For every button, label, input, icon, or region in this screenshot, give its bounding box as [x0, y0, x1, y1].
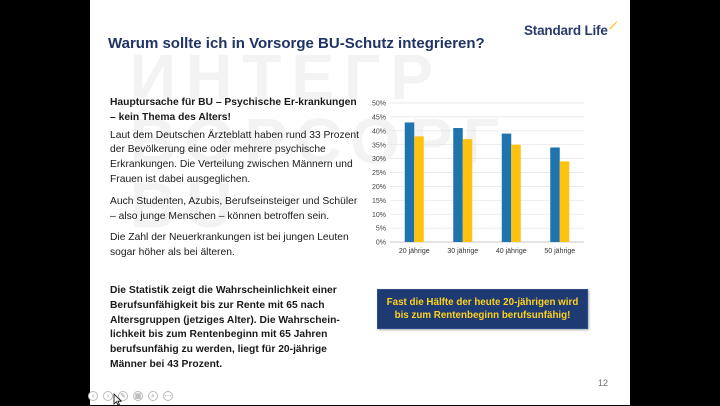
- y-tick-label: 30%: [372, 156, 386, 163]
- callout-text: Fast die Hälfte der heute 20-jährigen wi…: [386, 296, 579, 322]
- section-heading: Hauptursache für BU – Psychische Er-kran…: [110, 97, 357, 123]
- y-tick-label: 5%: [376, 226, 386, 233]
- y-tick-label: 40%: [372, 128, 386, 135]
- text-column: Hauptursache für BU – Psychische Er-kran…: [110, 96, 365, 268]
- pen-icon[interactable]: ✎: [118, 391, 128, 401]
- slides-icon[interactable]: ▦: [133, 391, 143, 401]
- bar-blue: [404, 122, 415, 242]
- y-tick-label: 25%: [372, 170, 386, 177]
- page-number: 12: [597, 378, 608, 388]
- presentation-toolbar: ‹ › ✎ ▦ ⌕ ⋯: [88, 389, 173, 403]
- bu-probability-chart: 0% 5% 10% 15% 20% 25% 30% 35% 40% 45% 50% 20 jährig…: [372, 101, 584, 255]
- paragraph-young: Die Zahl der Neuerkrankungen ist bei jun…: [110, 232, 349, 259]
- callout-box: Fast die Hälfte der heute 20-jährigen wi…: [377, 289, 588, 329]
- x-tick-label: 50 jährige: [544, 248, 575, 255]
- x-tick-label: 40 jährige: [496, 248, 527, 255]
- slide: ИНТЕГР ВОРСОРГ BU Warum sollte ich in Vors…: [90, 0, 630, 405]
- y-tick-label: 20%: [372, 184, 386, 191]
- forward-icon[interactable]: ›: [103, 391, 113, 401]
- y-tick-label: 35%: [372, 142, 386, 149]
- bar-blue: [550, 147, 560, 242]
- bar-yellow: [559, 161, 570, 242]
- standard-life-logo: Standard Life: [522, 20, 618, 42]
- bar-yellow: [462, 139, 473, 242]
- more-icon[interactable]: ⋯: [163, 391, 173, 401]
- x-tick-label: 20 jährige: [399, 248, 430, 255]
- zoom-icon[interactable]: ⌕: [148, 391, 158, 401]
- y-tick-label: 15%: [372, 198, 386, 205]
- background-watermark: ИНТЕГР ВОРСОРГ BU: [130, 41, 509, 241]
- logo-swoosh-icon: [609, 21, 618, 30]
- y-tick-label: 10%: [372, 212, 386, 219]
- statistic-text: Die Statistik zeigt die Wahrscheinlichke…: [110, 285, 340, 370]
- y-tick-label: 50%: [372, 101, 386, 108]
- paragraph-groups: Auch Studenten, Azubis, Berufseinsteiger…: [110, 195, 358, 222]
- back-icon[interactable]: ‹: [88, 391, 98, 401]
- y-tick-label: 45%: [372, 115, 386, 122]
- x-tick-label: 30 jährige: [447, 248, 478, 255]
- bar-blue: [501, 133, 512, 242]
- slide-title: Warum sollte ich in Vorsorge BU-Schutz i…: [108, 35, 485, 52]
- logo-text: Standard Life: [524, 23, 608, 38]
- y-tick-label: 0%: [376, 240, 386, 247]
- bar-yellow: [414, 136, 424, 242]
- paragraph-prevalence: Laut dem Deutschen Ärzteblatt haben rund…: [110, 129, 360, 185]
- bar-yellow: [511, 144, 521, 242]
- mouse-cursor-icon: [113, 393, 123, 406]
- bar-blue: [453, 128, 463, 242]
